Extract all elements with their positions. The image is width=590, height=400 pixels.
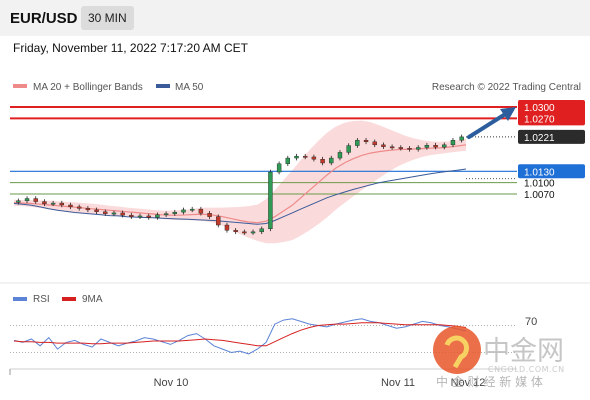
candle-body (137, 215, 143, 218)
legend-label-rsi-ma: 9MA (82, 294, 103, 305)
candle-body (381, 144, 386, 147)
candle-body (33, 198, 38, 202)
price-label-pivot: 1.0130 (524, 167, 555, 178)
candle-body (189, 208, 195, 211)
rsi-line (13, 318, 467, 355)
candle-body (16, 200, 21, 203)
price-label-last: 1.0221 (524, 133, 555, 144)
price-label-resistance: 1.0300 (524, 103, 555, 114)
candle-body (259, 228, 264, 233)
candle-body (216, 216, 221, 226)
candle-body (337, 152, 343, 159)
price-tag-resistance (518, 100, 585, 114)
candle-body (407, 148, 412, 150)
rsi-ma-line (13, 322, 467, 347)
candle-body (320, 158, 325, 164)
price-label-support: 1.0070 (524, 190, 555, 201)
candle-body (155, 214, 160, 218)
price-label-support: 1.0100 (524, 179, 555, 190)
candle-body (103, 211, 108, 214)
price-label-resistance: 1.0270 (524, 114, 555, 125)
candle-body (181, 209, 186, 213)
candle-body (42, 201, 47, 205)
candle-body (346, 145, 351, 153)
watermark-logo-icon (433, 326, 481, 374)
candle-body (424, 145, 430, 148)
candle-body (372, 141, 377, 146)
rsi-level-label: 70 (525, 316, 537, 328)
candles-layer (16, 134, 464, 235)
candle-body (276, 163, 282, 173)
candle-body (389, 146, 395, 149)
x-tick-label: Nov 11 (381, 377, 415, 389)
legend-swatch-rsi-ma (62, 297, 76, 301)
candle-body (50, 202, 56, 205)
forecast-arrow-head (500, 107, 516, 121)
credit-label: Research © 2022 Trading Central (432, 82, 581, 93)
interval-button[interactable]: 30 MIN (81, 6, 134, 30)
candle-body (355, 140, 360, 146)
candle-body (94, 209, 99, 212)
forecast-arrow (467, 107, 516, 139)
watermark-domain: CNGOLD.COM.CN (488, 365, 565, 374)
level-lines (10, 106, 517, 195)
bollinger-band-layer (14, 120, 466, 244)
watermark-logo-swirl (444, 335, 469, 369)
candle-body (85, 208, 91, 211)
candle-body (398, 147, 404, 149)
x-tick-label: Nov 10 (154, 377, 189, 389)
candle-body (233, 230, 238, 233)
candle-body (129, 214, 134, 217)
candle-body (242, 231, 247, 234)
watermark-logo-text: 中金网 (483, 336, 564, 367)
candle-body (224, 224, 230, 231)
candle-body (146, 215, 151, 218)
legend-swatch-ma20 (13, 84, 27, 88)
candle-body (24, 198, 30, 202)
legend-label-ma50: MA 50 (175, 82, 204, 93)
candle-body (363, 140, 369, 143)
candle-body (459, 136, 464, 141)
price-tag-pivot (518, 164, 585, 179)
datetime-label: Friday, November 11, 2022 7:17:20 AM CET (13, 41, 249, 55)
candle-body (76, 206, 82, 209)
candle-body (415, 147, 421, 150)
forecast-arrow-shaft (467, 111, 509, 139)
symbol-label: EUR/USD (10, 10, 78, 27)
candle-body (285, 157, 291, 164)
candle-body (433, 145, 438, 148)
rsi-layer (10, 318, 517, 355)
legend-swatch-rsi (13, 297, 27, 301)
candle-body (68, 204, 73, 208)
candle-body (59, 202, 65, 206)
header-bar: EUR/USD 30 MIN (0, 0, 590, 36)
candle-body (268, 171, 273, 229)
candle-body (120, 212, 125, 216)
bollinger-band-fill (14, 120, 466, 244)
legend-swatch-ma50 (156, 84, 170, 88)
candle-body (450, 140, 456, 146)
candle-body (329, 157, 334, 164)
watermark-tagline: 中 金 财 经 新 媒 体 (436, 374, 543, 389)
candle-body (207, 213, 212, 217)
candle-body (198, 208, 204, 214)
candle-body (250, 231, 256, 234)
candle-body (294, 155, 299, 159)
watermark: 中金网 CNGOLD.COM.CN 中 金 财 经 新 媒 体 (433, 326, 565, 389)
legend-label-rsi: RSI (33, 294, 50, 305)
candle-body (111, 212, 117, 215)
x-tick-label: Nov 12 (451, 377, 486, 389)
legend-label-ma20: MA 20 + Bollinger Bands (33, 82, 143, 93)
candle-body (172, 211, 178, 214)
candle-body (442, 144, 447, 148)
candle-body (311, 156, 317, 160)
candle-body (163, 213, 169, 216)
ma50-line (13, 168, 467, 225)
price-tag-last (518, 129, 585, 144)
candle-body (302, 155, 308, 158)
price-tag-resistance (518, 111, 585, 126)
